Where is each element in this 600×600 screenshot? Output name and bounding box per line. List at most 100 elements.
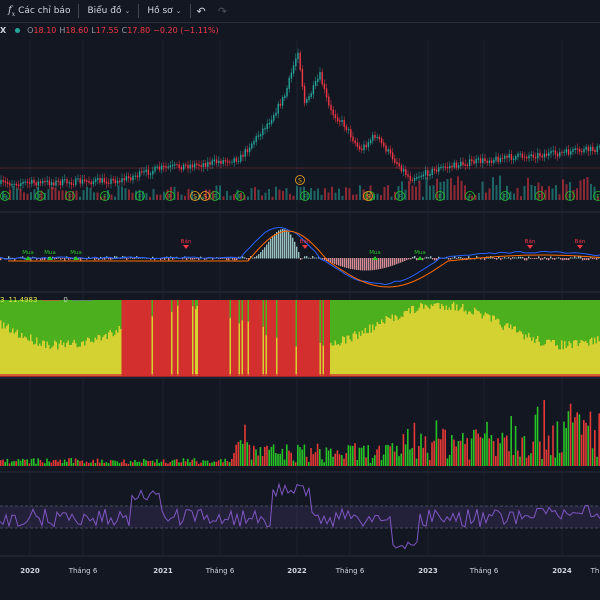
macd-histogram-bar	[570, 257, 572, 259]
candle	[310, 93, 312, 97]
oscillator-bar	[238, 323, 240, 376]
macd-histogram-bar	[330, 258, 332, 263]
oscillator-bar	[355, 300, 357, 335]
candle	[466, 164, 469, 167]
signal-marker	[535, 191, 545, 201]
volume-bar	[331, 186, 333, 200]
volume-bar	[195, 461, 198, 466]
candle	[218, 160, 220, 164]
macd-histogram-bar	[536, 258, 538, 259]
volume-bar	[96, 458, 99, 466]
oscillator-bar	[88, 338, 90, 376]
oscillator-bar	[384, 323, 386, 376]
candle	[449, 165, 451, 169]
oscillator-bar	[256, 300, 258, 376]
volume-bar	[402, 433, 405, 466]
macd-histogram-bar	[596, 258, 598, 260]
candle	[471, 159, 473, 162]
oscillator-bar	[324, 300, 326, 376]
candle	[504, 155, 506, 159]
volume-bar	[534, 414, 537, 466]
oscillator-bar	[526, 337, 528, 376]
macd-histogram-bar	[270, 238, 272, 259]
signal-marker	[363, 191, 373, 201]
oscillator-bar	[25, 300, 27, 338]
macd-histogram-bar	[36, 258, 38, 261]
macd-histogram-bar	[194, 258, 196, 260]
oscillator-bar	[60, 339, 62, 376]
profile-menu-button[interactable]: Hồ sơ ⌄	[139, 0, 189, 22]
macd-histogram-bar	[306, 256, 308, 259]
volume-bar	[22, 458, 24, 466]
oscillator-bar	[309, 300, 311, 376]
chart-menu-button[interactable]: Biểu đồ ⌄	[79, 0, 138, 22]
macd-histogram-bar	[238, 256, 240, 259]
volume-bar	[233, 452, 235, 466]
volume-bar	[314, 452, 317, 466]
oscillator-bar	[591, 300, 593, 338]
oscillator-bar	[594, 300, 596, 338]
macd-histogram-bar	[248, 258, 250, 261]
macd-histogram-bar	[528, 256, 530, 259]
oscillator-bar	[442, 300, 444, 306]
volume-bar	[306, 193, 309, 200]
candle	[510, 154, 513, 160]
oscillator-bar	[339, 345, 341, 376]
volume-bar	[54, 187, 57, 200]
volume-bar	[149, 196, 151, 200]
volume-bar	[37, 458, 39, 466]
volume-bar	[44, 192, 46, 200]
oscillator-bar	[546, 300, 548, 340]
redo-icon[interactable]: ↷	[217, 4, 227, 18]
candle	[521, 153, 524, 158]
volume-bar	[173, 186, 176, 200]
volume-bar	[228, 461, 231, 466]
toolbar: fx Các chỉ báo Biểu đồ ⌄ Hồ sơ ⌄ ↶ ↷	[0, 0, 600, 23]
undo-icon[interactable]: ↶	[196, 4, 206, 18]
oscillator-bar	[234, 300, 236, 376]
oscillator-bar	[469, 311, 471, 376]
indicators-button[interactable]: fx Các chỉ báo	[0, 0, 78, 22]
oscillator-bar	[414, 312, 416, 376]
signal-marker	[593, 191, 600, 201]
symbol-name[interactable]: X	[0, 26, 7, 35]
volume-bar	[486, 421, 488, 466]
oscillator-bar	[583, 341, 585, 376]
oscillator-bar	[229, 318, 231, 376]
oscillator-bar	[430, 304, 432, 376]
volume-bar	[231, 458, 233, 466]
volume-bar	[534, 186, 536, 200]
candle	[68, 182, 70, 184]
volume-bar	[394, 191, 396, 200]
oscillator-bar	[556, 300, 558, 345]
volume-bar	[143, 458, 145, 466]
volume-bar	[400, 453, 402, 466]
oscillator-bar	[474, 300, 476, 308]
oscillator-bar	[522, 300, 524, 334]
oscillator-bar	[529, 337, 531, 376]
candle	[75, 178, 77, 185]
oscillator-bar	[97, 300, 99, 335]
candle	[55, 180, 57, 186]
volume-bar	[75, 190, 78, 200]
rsi-line	[0, 482, 600, 550]
volume-bar	[464, 185, 466, 200]
oscillator-bar	[489, 315, 491, 376]
volume-bar	[512, 454, 515, 466]
volume-bar	[261, 456, 264, 466]
volume-bar	[158, 462, 160, 466]
macd-histogram-bar	[110, 258, 112, 260]
volume-bar	[439, 181, 442, 200]
oscillator-bar	[499, 300, 501, 325]
macd-histogram-bar	[544, 257, 546, 259]
candle	[554, 150, 557, 155]
macd-histogram-bar	[262, 249, 264, 259]
candle	[20, 183, 22, 187]
oscillator-bar	[249, 300, 251, 376]
volume-bar	[509, 191, 512, 200]
oscillator-bar	[502, 300, 504, 330]
macd-histogram-bar	[428, 257, 430, 259]
macd-histogram-bar	[398, 258, 400, 264]
oscillator-bar	[244, 300, 246, 376]
